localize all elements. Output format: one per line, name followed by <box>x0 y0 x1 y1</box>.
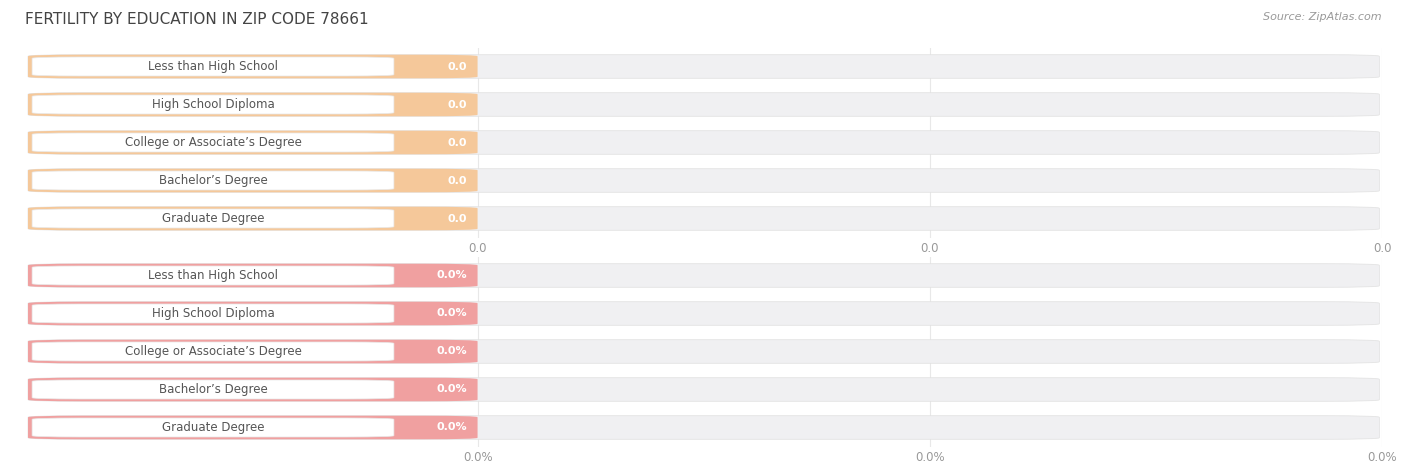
FancyBboxPatch shape <box>28 207 478 230</box>
FancyBboxPatch shape <box>28 302 478 325</box>
FancyBboxPatch shape <box>32 209 394 228</box>
FancyBboxPatch shape <box>32 342 394 361</box>
Text: Graduate Degree: Graduate Degree <box>162 421 264 434</box>
FancyBboxPatch shape <box>28 378 478 401</box>
FancyBboxPatch shape <box>28 93 1379 116</box>
FancyBboxPatch shape <box>28 131 1379 154</box>
FancyBboxPatch shape <box>28 264 478 287</box>
Text: Graduate Degree: Graduate Degree <box>162 212 264 225</box>
FancyBboxPatch shape <box>28 416 478 439</box>
FancyBboxPatch shape <box>28 169 1379 192</box>
FancyBboxPatch shape <box>28 169 478 192</box>
Text: High School Diploma: High School Diploma <box>152 98 274 111</box>
FancyBboxPatch shape <box>28 207 1379 230</box>
FancyBboxPatch shape <box>28 264 1379 287</box>
Text: Less than High School: Less than High School <box>148 60 278 73</box>
FancyBboxPatch shape <box>32 266 394 285</box>
FancyBboxPatch shape <box>28 131 478 154</box>
Text: 0.0%: 0.0% <box>436 346 467 357</box>
Text: 0.0%: 0.0% <box>436 384 467 395</box>
FancyBboxPatch shape <box>28 302 1379 325</box>
Text: 0.0: 0.0 <box>447 99 467 110</box>
FancyBboxPatch shape <box>32 95 394 114</box>
FancyBboxPatch shape <box>32 380 394 399</box>
FancyBboxPatch shape <box>28 55 478 78</box>
FancyBboxPatch shape <box>28 340 1379 363</box>
Text: 0.0%: 0.0% <box>436 422 467 433</box>
FancyBboxPatch shape <box>28 416 1379 439</box>
Text: High School Diploma: High School Diploma <box>152 307 274 320</box>
Text: 0.0: 0.0 <box>447 61 467 72</box>
Text: Bachelor’s Degree: Bachelor’s Degree <box>159 383 267 396</box>
FancyBboxPatch shape <box>32 171 394 190</box>
Text: Bachelor’s Degree: Bachelor’s Degree <box>159 174 267 187</box>
FancyBboxPatch shape <box>28 55 1379 78</box>
FancyBboxPatch shape <box>32 304 394 323</box>
Text: 0.0%: 0.0% <box>436 308 467 319</box>
Text: 0.0: 0.0 <box>447 137 467 148</box>
Text: 0.0%: 0.0% <box>436 270 467 281</box>
Text: Less than High School: Less than High School <box>148 269 278 282</box>
FancyBboxPatch shape <box>32 57 394 76</box>
Text: College or Associate’s Degree: College or Associate’s Degree <box>125 136 301 149</box>
FancyBboxPatch shape <box>32 133 394 152</box>
FancyBboxPatch shape <box>32 418 394 437</box>
Text: Source: ZipAtlas.com: Source: ZipAtlas.com <box>1264 12 1382 22</box>
Text: College or Associate’s Degree: College or Associate’s Degree <box>125 345 301 358</box>
Text: 0.0: 0.0 <box>447 213 467 224</box>
FancyBboxPatch shape <box>28 340 478 363</box>
Text: FERTILITY BY EDUCATION IN ZIP CODE 78661: FERTILITY BY EDUCATION IN ZIP CODE 78661 <box>25 12 368 27</box>
FancyBboxPatch shape <box>28 378 1379 401</box>
Text: 0.0: 0.0 <box>447 175 467 186</box>
FancyBboxPatch shape <box>28 93 478 116</box>
